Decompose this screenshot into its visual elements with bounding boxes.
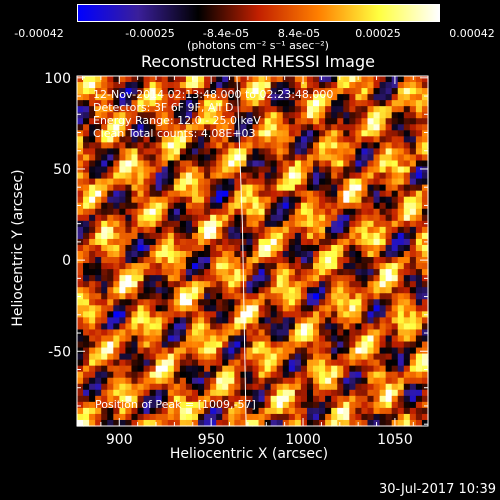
annotation-time-range: 12-Nov-2014 02:13:48.000 to 02:23:48.000 [93,88,334,101]
colorbar-tick-label: 0.00042 [449,27,495,40]
annotation-energy-range: Energy Range: 12.0 - 25.0 keV [93,114,261,127]
colorbar-tick-label: -0.00025 [125,27,175,40]
plot-frame [76,75,429,427]
colorbar-tick-label: 0.00025 [355,27,401,40]
annotation-clean-counts: Clean Total counts: 4.08E+03 [93,127,256,140]
x-axis-label: Heliocentric X (arcsec) [169,446,329,462]
y-tick-label: 50 [53,162,71,178]
heatmap-cells [77,76,429,427]
chart-title: Reconstructed RHESSI Image [141,52,375,71]
colorbar [77,4,440,22]
y-tick-label: -50 [48,344,71,360]
x-tick-label: 1000 [285,432,321,448]
x-tick-label: 900 [106,432,133,448]
colorbar-tick-label: 8.4e-05 [277,27,321,40]
solar-limb-line [236,75,247,427]
annotation-peak-position: Position of Peak = [1009,-57] [95,398,256,411]
colorbar-units: (photons cm⁻² s⁻¹ asec⁻²) [187,39,329,52]
timestamp: 30-Jul-2017 10:39 [378,482,496,497]
annotation-detectors: Detectors: 3F 6F 9F, All D [93,101,234,114]
y-axis-label: Heliocentric Y (arcsec) [10,169,26,327]
x-tick-label: 1050 [377,432,413,448]
y-tick-label: 100 [44,71,71,87]
colorbar-tick-label: -8.4e-05 [202,27,250,40]
colorbar-tick-label: -0.00042 [14,27,64,40]
x-tick-label: 950 [198,432,225,448]
y-tick-label: 0 [62,253,71,269]
